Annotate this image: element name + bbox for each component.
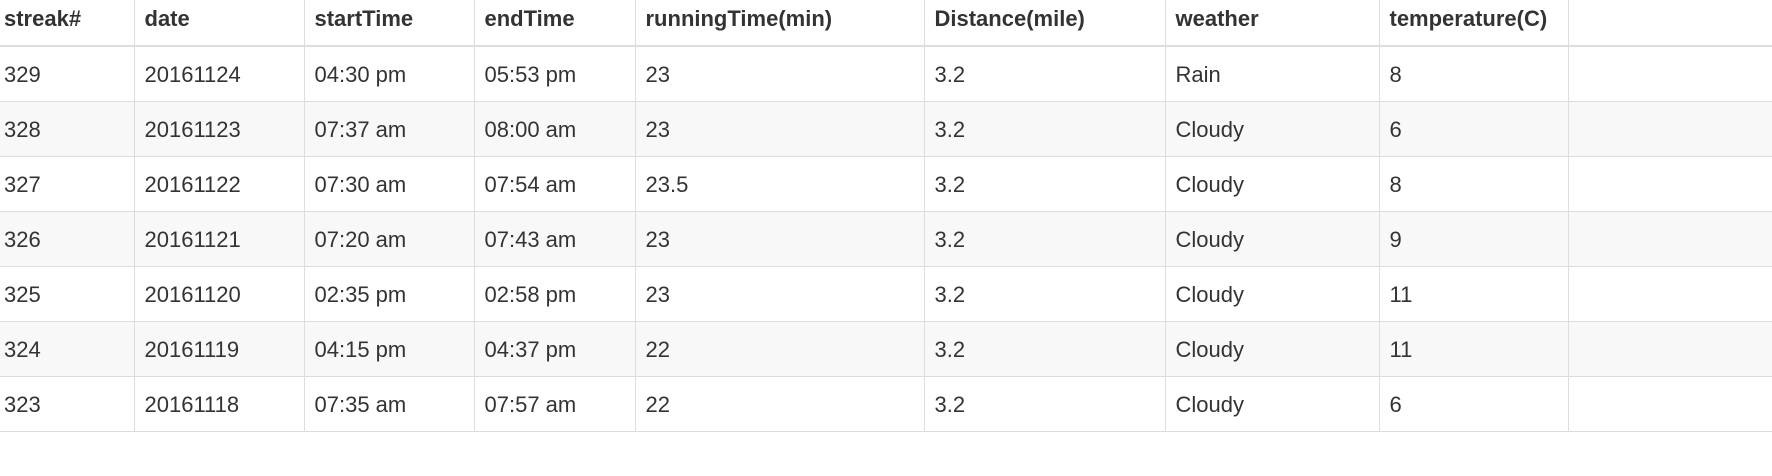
- cell-start-time: 02:35 pm: [304, 266, 475, 322]
- cell-end-time: 02:58 pm: [474, 266, 636, 322]
- cell-date: 20161121: [134, 211, 305, 267]
- cell-weather: Cloudy: [1165, 211, 1380, 267]
- column-header-running-time[interactable]: runningTime(min): [635, 0, 925, 47]
- cell-running-time: 22: [635, 321, 925, 377]
- cell-spacer: [1568, 266, 1772, 322]
- cell-start-time: 04:30 pm: [304, 46, 475, 102]
- cell-running-time: 23: [635, 101, 925, 157]
- cell-weather: Cloudy: [1165, 156, 1380, 212]
- table-row: 329 20161124 04:30 pm 05:53 pm 23 3.2 Ra…: [0, 46, 1772, 102]
- table-row: 328 20161123 07:37 am 08:00 am 23 3.2 Cl…: [0, 101, 1772, 157]
- cell-spacer: [1568, 156, 1772, 212]
- cell-streak: 326: [0, 211, 135, 267]
- cell-streak: 327: [0, 156, 135, 212]
- cell-spacer: [1568, 211, 1772, 267]
- cell-start-time: 07:37 am: [304, 101, 475, 157]
- cell-distance: 3.2: [924, 376, 1166, 432]
- cell-temperature: 11: [1379, 266, 1569, 322]
- cell-date: 20161123: [134, 101, 305, 157]
- cell-streak: 324: [0, 321, 135, 377]
- cell-distance: 3.2: [924, 101, 1166, 157]
- cell-distance: 3.2: [924, 156, 1166, 212]
- table-body: 329 20161124 04:30 pm 05:53 pm 23 3.2 Ra…: [0, 46, 1772, 432]
- cell-running-time: 23.5: [635, 156, 925, 212]
- cell-spacer: [1568, 376, 1772, 432]
- cell-distance: 3.2: [924, 211, 1166, 267]
- table-row: 327 20161122 07:30 am 07:54 am 23.5 3.2 …: [0, 156, 1772, 212]
- cell-end-time: 08:00 am: [474, 101, 636, 157]
- cell-start-time: 07:35 am: [304, 376, 475, 432]
- cell-distance: 3.2: [924, 266, 1166, 322]
- cell-date: 20161118: [134, 376, 305, 432]
- cell-weather: Cloudy: [1165, 266, 1380, 322]
- cell-start-time: 04:15 pm: [304, 321, 475, 377]
- cell-end-time: 07:54 am: [474, 156, 636, 212]
- cell-temperature: 8: [1379, 46, 1569, 102]
- cell-end-time: 07:43 am: [474, 211, 636, 267]
- cell-running-time: 22: [635, 376, 925, 432]
- column-header-weather[interactable]: weather: [1165, 0, 1380, 47]
- cell-temperature: 11: [1379, 321, 1569, 377]
- cell-start-time: 07:30 am: [304, 156, 475, 212]
- table-row: 323 20161118 07:35 am 07:57 am 22 3.2 Cl…: [0, 376, 1772, 432]
- column-header-date[interactable]: date: [134, 0, 305, 47]
- cell-end-time: 05:53 pm: [474, 46, 636, 102]
- cell-spacer: [1568, 321, 1772, 377]
- cell-weather: Cloudy: [1165, 376, 1380, 432]
- cell-end-time: 04:37 pm: [474, 321, 636, 377]
- table-row: 326 20161121 07:20 am 07:43 am 23 3.2 Cl…: [0, 211, 1772, 267]
- cell-weather: Cloudy: [1165, 101, 1380, 157]
- column-header-distance[interactable]: Distance(mile): [924, 0, 1166, 47]
- cell-temperature: 8: [1379, 156, 1569, 212]
- cell-temperature: 9: [1379, 211, 1569, 267]
- column-header-end-time[interactable]: endTime: [474, 0, 636, 47]
- cell-running-time: 23: [635, 211, 925, 267]
- cell-temperature: 6: [1379, 101, 1569, 157]
- cell-date: 20161120: [134, 266, 305, 322]
- cell-date: 20161119: [134, 321, 305, 377]
- cell-date: 20161124: [134, 46, 305, 102]
- cell-weather: Cloudy: [1165, 321, 1380, 377]
- cell-end-time: 07:57 am: [474, 376, 636, 432]
- cell-running-time: 23: [635, 266, 925, 322]
- cell-distance: 3.2: [924, 321, 1166, 377]
- cell-date: 20161122: [134, 156, 305, 212]
- header-row: streak# date startTime endTime runningTi…: [0, 0, 1772, 47]
- running-log-table: streak# date startTime endTime runningTi…: [0, 0, 1772, 432]
- cell-distance: 3.2: [924, 46, 1166, 102]
- table-header: streak# date startTime endTime runningTi…: [0, 0, 1772, 47]
- cell-spacer: [1568, 101, 1772, 157]
- cell-start-time: 07:20 am: [304, 211, 475, 267]
- table-row: 324 20161119 04:15 pm 04:37 pm 22 3.2 Cl…: [0, 321, 1772, 377]
- cell-running-time: 23: [635, 46, 925, 102]
- cell-spacer: [1568, 46, 1772, 102]
- column-header-spacer: [1568, 0, 1772, 47]
- column-header-start-time[interactable]: startTime: [304, 0, 475, 47]
- table-row: 325 20161120 02:35 pm 02:58 pm 23 3.2 Cl…: [0, 266, 1772, 322]
- column-header-temperature[interactable]: temperature(C): [1379, 0, 1569, 47]
- cell-streak: 329: [0, 46, 135, 102]
- cell-weather: Rain: [1165, 46, 1380, 102]
- cell-temperature: 6: [1379, 376, 1569, 432]
- cell-streak: 325: [0, 266, 135, 322]
- column-header-streak[interactable]: streak#: [0, 0, 135, 47]
- cell-streak: 328: [0, 101, 135, 157]
- cell-streak: 323: [0, 376, 135, 432]
